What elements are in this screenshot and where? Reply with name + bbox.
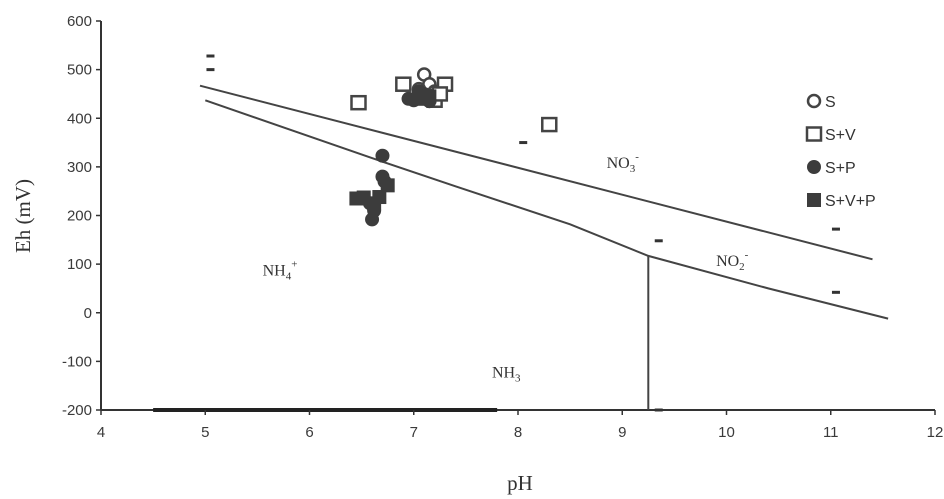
region-label-no2: NO2- <box>716 249 749 273</box>
y-tick-label: -100 <box>62 353 92 370</box>
x-axis-title: pH <box>507 471 533 495</box>
point-s-v-p <box>380 178 395 193</box>
point-s-v <box>395 76 412 92</box>
point-s-v-p <box>367 196 382 211</box>
x-tick-label: 8 <box>514 424 522 441</box>
dash-mark <box>654 239 663 243</box>
x-tick-label: 5 <box>201 424 209 441</box>
x-tick-label: 6 <box>305 424 313 441</box>
y-tick-label: 400 <box>67 110 92 127</box>
legend-marker <box>807 193 821 207</box>
y-tick-label: 600 <box>67 13 92 30</box>
y-tick-label: 200 <box>67 208 92 225</box>
dash-mark <box>206 54 215 58</box>
legend-marker <box>807 160 821 174</box>
x-tick-label: 7 <box>410 424 418 441</box>
legend-label: S+P <box>825 160 856 177</box>
boundary-line <box>199 84 873 261</box>
point-s-v <box>541 116 558 133</box>
x-tick-label: 10 <box>718 424 735 441</box>
legend-marker <box>805 126 823 142</box>
y-tick-label: 0 <box>84 305 92 322</box>
dash-mark <box>519 141 528 145</box>
legend-marker <box>806 93 822 109</box>
point-s-p <box>375 148 390 163</box>
legend-label: S+V+P <box>825 193 876 210</box>
legend-label: S <box>825 94 836 111</box>
x-tick-label: 11 <box>823 424 839 441</box>
dash-mark <box>831 290 840 294</box>
dash-mark <box>206 68 215 72</box>
region-label-nh4: NH4+ <box>263 258 298 282</box>
boundary-line <box>204 99 889 320</box>
point-s-v-p <box>422 89 437 104</box>
y-tick-label: 300 <box>67 159 92 176</box>
dash-mark <box>654 408 663 412</box>
region-label-no3: NO3- <box>607 151 640 175</box>
x-tick-label: 4 <box>97 424 105 441</box>
y-tick-label: 500 <box>67 62 92 79</box>
dash-mark <box>831 227 840 231</box>
y-tick-label: 100 <box>67 256 92 273</box>
y-tick-label: -200 <box>62 402 92 419</box>
y-axis-title: Eh (mV) <box>11 179 35 253</box>
region-label-nh3: NH3 <box>492 364 521 384</box>
x-tick-label: 9 <box>618 424 626 441</box>
legend-label: S+V <box>825 127 856 144</box>
x-tick-label: 12 <box>927 424 944 441</box>
point-s-v <box>350 94 367 111</box>
